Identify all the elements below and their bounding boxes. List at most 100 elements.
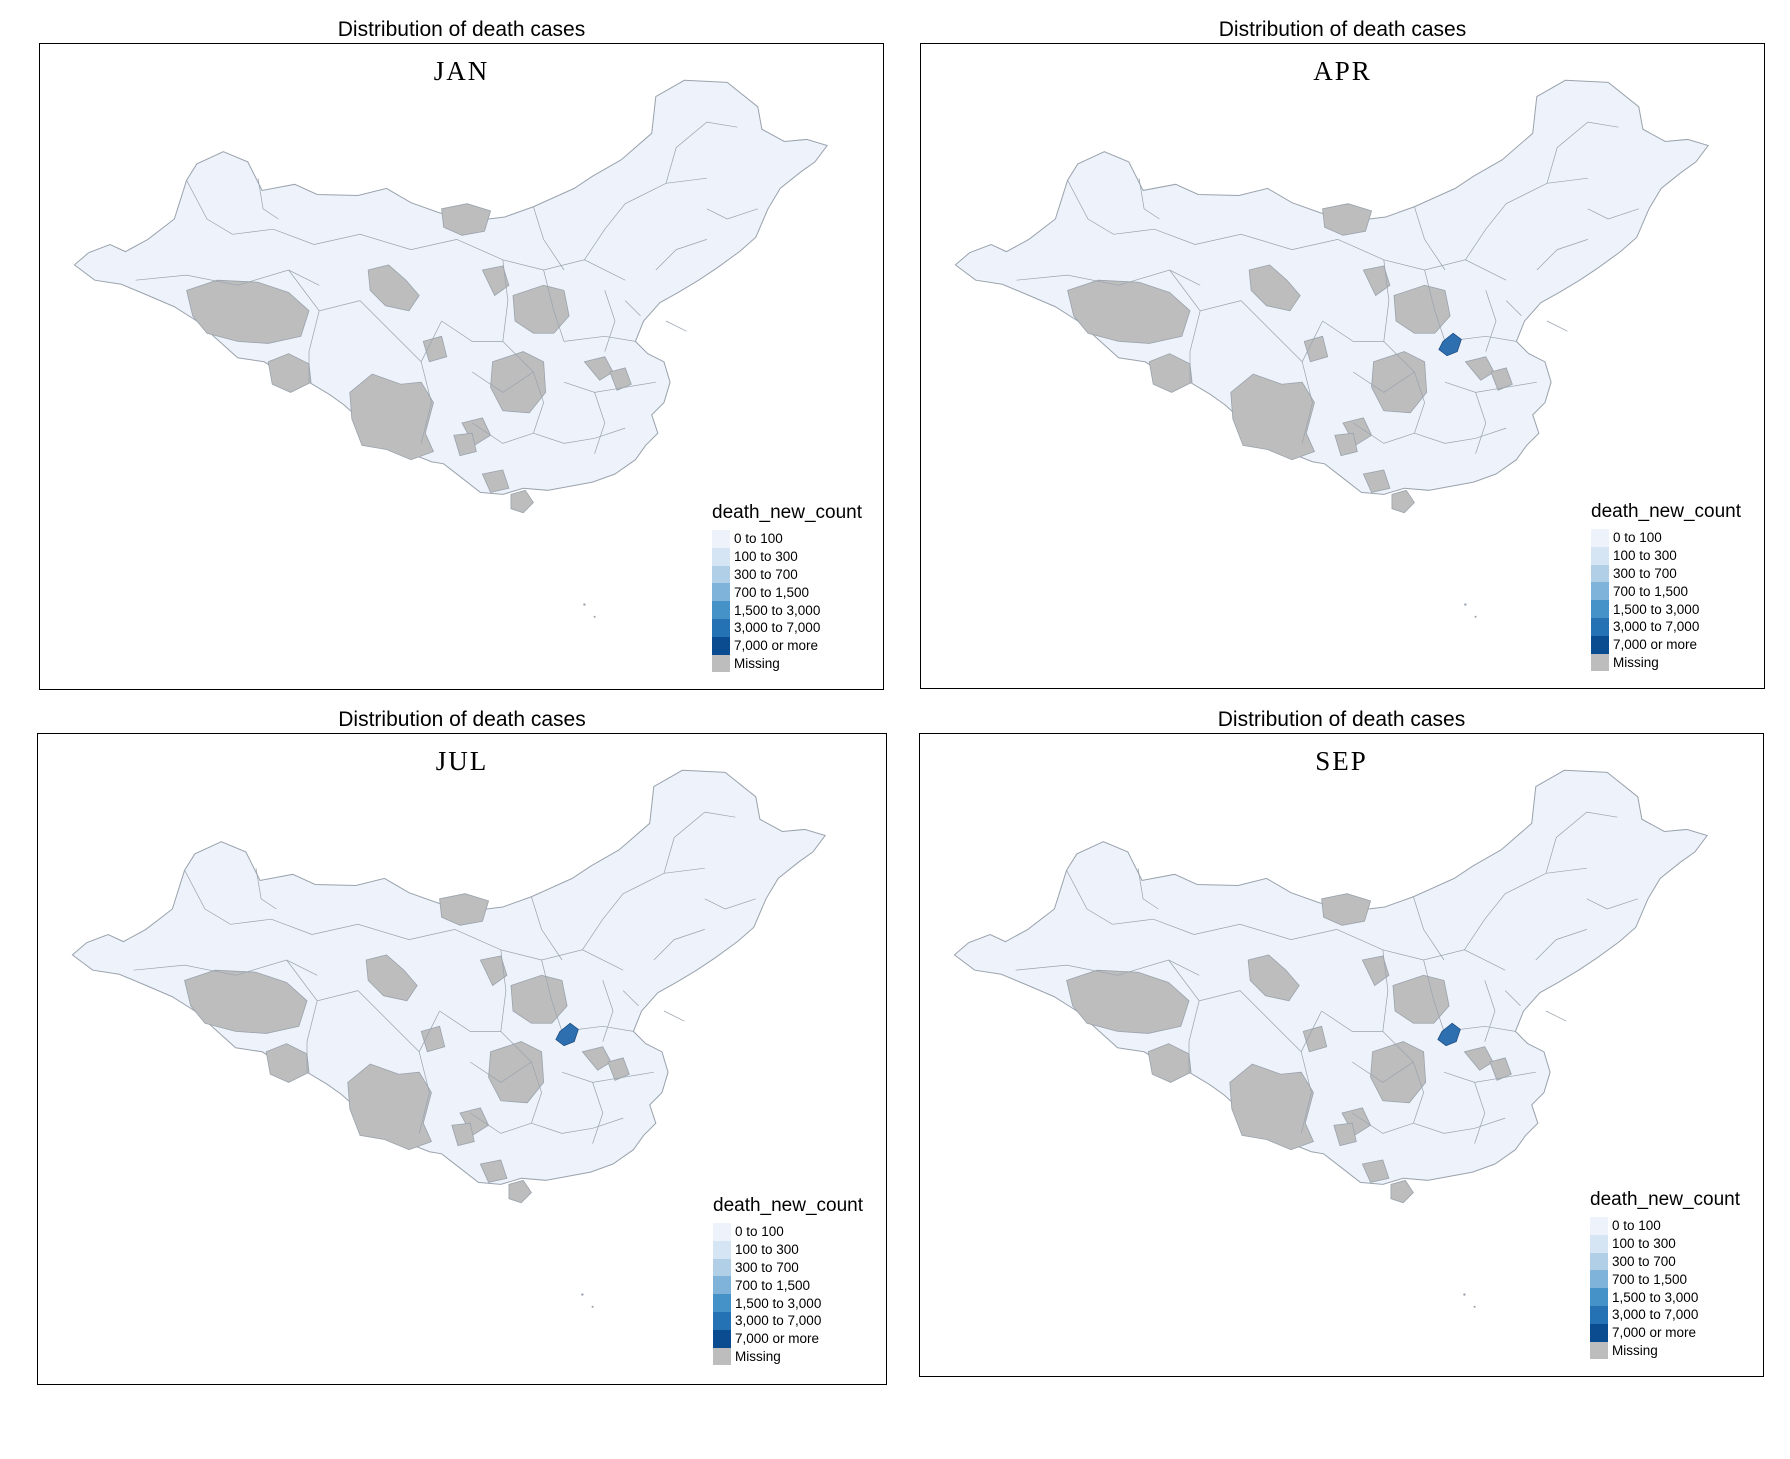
- region-border: [1464, 867, 1587, 950]
- legend: death_new_count 0 to 100 100 to 300 300 to…: [713, 1195, 863, 1366]
- legend-label: 0 to 100: [1612, 1218, 1661, 1234]
- missing-region: [1229, 1063, 1314, 1151]
- month-label: JAN: [433, 56, 490, 86]
- region-border: [1443, 1071, 1536, 1083]
- map-layer: [73, 79, 829, 618]
- region-border: [472, 371, 534, 393]
- legend-label: 0 to 100: [1613, 530, 1662, 546]
- region-border: [306, 1000, 318, 1073]
- map-frame: APR death_new_count 0 to 100 100 to 300 30…: [920, 43, 1765, 689]
- missing-region: [1362, 265, 1391, 297]
- legend-swatch: [712, 636, 730, 655]
- region-border: [1352, 1112, 1414, 1134]
- legend-item: 3,000 to 7,000: [712, 618, 862, 637]
- region-border: [255, 868, 277, 910]
- panel-jul: Distribution of death cases JUL death_ne…: [37, 708, 887, 1386]
- map-frame: JUL death_new_count 0 to 100 100 to 300 30…: [37, 733, 887, 1385]
- legend-swatch: [1590, 1252, 1608, 1271]
- legend-item: 300 to 700: [713, 1258, 863, 1277]
- china-map: [73, 79, 829, 618]
- region-border: [357, 990, 420, 1053]
- region-border: [1414, 206, 1446, 271]
- region-border: [1444, 381, 1537, 393]
- missing-region: [267, 353, 312, 393]
- legend-swatch: [712, 547, 730, 566]
- missing-region: [609, 367, 632, 391]
- legend-item: 300 to 700: [712, 565, 862, 584]
- legend-swatch: [713, 1223, 731, 1241]
- region-border: [1474, 1082, 1486, 1144]
- panel-apr: Distribution of death cases APR death_ne…: [920, 18, 1765, 690]
- region-border: [439, 1010, 501, 1032]
- legend-label: 100 to 300: [1613, 548, 1677, 564]
- missing-region: [347, 1063, 432, 1151]
- legend-item: 0 to 100: [1591, 529, 1741, 547]
- region-border: [665, 320, 687, 332]
- region-border: [582, 867, 705, 950]
- legend-swatch: [712, 601, 730, 619]
- region-border: [1413, 1117, 1506, 1134]
- hainan-island: [1390, 1179, 1414, 1204]
- country-outline: [73, 79, 829, 495]
- legend-item: 700 to 1,500: [1590, 1270, 1740, 1289]
- region-border: [1383, 259, 1390, 342]
- region-border: [359, 300, 422, 363]
- region-border: [1587, 208, 1639, 220]
- legend-swatch: [1591, 546, 1609, 565]
- legend-label: 1,500 to 3,000: [1613, 601, 1700, 617]
- missing-region: [1362, 469, 1391, 493]
- region-border: [1301, 320, 1323, 444]
- region-border: [563, 381, 656, 393]
- island-dot: [1464, 603, 1467, 606]
- map-layer: [953, 769, 1709, 1308]
- region-border: [533, 427, 626, 444]
- legend-items: 0 to 100 100 to 300 300 to 700 700 to 1,500…: [1591, 529, 1741, 672]
- region-border: [186, 180, 315, 245]
- china-map: [953, 769, 1709, 1308]
- legend-label: 3,000 to 7,000: [1612, 1307, 1699, 1323]
- region-border: [622, 990, 639, 1007]
- legend-item: 7,000 or more: [712, 636, 862, 655]
- region-border: [1322, 320, 1384, 342]
- region-border: [563, 335, 636, 342]
- legend-items: 0 to 100 100 to 300 300 to 700 700 to 1,500…: [1590, 1217, 1740, 1360]
- island-dot: [1463, 1293, 1466, 1296]
- region-border: [470, 1112, 532, 1134]
- region-border: [1423, 959, 1445, 1032]
- hainan-island: [1391, 489, 1415, 514]
- missing-region: [420, 1025, 446, 1053]
- country-outline: [953, 769, 1709, 1185]
- missing-region: [1148, 353, 1193, 393]
- region-border: [1067, 180, 1196, 245]
- legend-item: Missing: [712, 654, 862, 673]
- legend-swatch: [1591, 653, 1609, 672]
- region-border: [543, 269, 565, 342]
- legend-swatch: [1591, 617, 1609, 636]
- region-border: [706, 208, 758, 220]
- missing-region: [510, 974, 568, 1024]
- missing-region: [1230, 373, 1315, 461]
- region-border: [420, 320, 442, 444]
- legend-label: 0 to 100: [735, 1224, 784, 1240]
- legend-label: 3,000 to 7,000: [735, 1313, 822, 1329]
- legend-swatch: [1590, 1234, 1608, 1253]
- region-border: [1015, 959, 1200, 976]
- legend-label: Missing: [735, 1348, 781, 1364]
- missing-region: [1322, 203, 1373, 236]
- legend-label: 300 to 700: [734, 566, 798, 582]
- hainan-island: [508, 1179, 532, 1204]
- panel-jan: Distribution of death cases JAN death_ne…: [39, 18, 884, 690]
- country-outline: [954, 79, 1710, 495]
- legend-label: 100 to 300: [1612, 1236, 1676, 1252]
- legend-item: 1,500 to 3,000: [1590, 1288, 1740, 1306]
- month-label: JUL: [435, 746, 489, 776]
- month-label: APR: [1313, 56, 1372, 86]
- legend-item: 700 to 1,500: [1591, 582, 1741, 601]
- island-dot: [581, 1293, 584, 1296]
- missing-region: [1489, 1057, 1512, 1081]
- china-map: [954, 79, 1710, 618]
- missing-region: [422, 335, 448, 363]
- legend-item: 3,000 to 7,000: [713, 1311, 863, 1330]
- legend-swatch: [712, 654, 730, 673]
- legend-item: 7,000 or more: [1591, 635, 1741, 654]
